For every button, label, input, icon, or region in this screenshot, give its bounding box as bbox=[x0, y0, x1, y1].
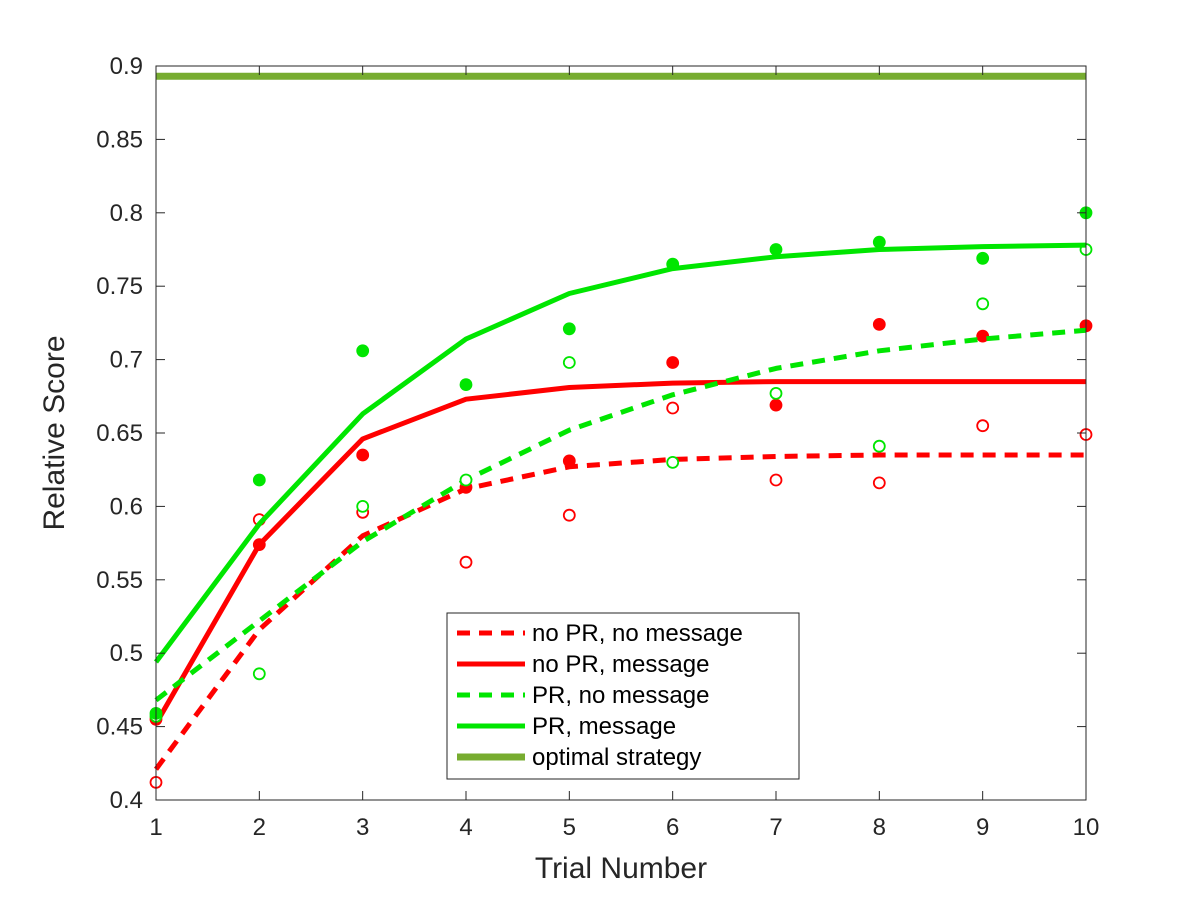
x-tick-label: 6 bbox=[666, 814, 679, 841]
y-tick-label: 0.55 bbox=[96, 567, 143, 594]
data-point bbox=[666, 356, 680, 369]
x-axis-title: Trial Number bbox=[535, 852, 707, 885]
y-tick-label: 0.8 bbox=[110, 200, 143, 227]
data-point bbox=[872, 476, 886, 490]
x-tick-label: 7 bbox=[769, 814, 782, 841]
data-point bbox=[562, 454, 576, 468]
x-tick-label: 8 bbox=[873, 814, 886, 841]
data-point bbox=[976, 419, 990, 433]
y-tick-label: 0.45 bbox=[96, 714, 143, 741]
legend-label: PR, message bbox=[532, 713, 676, 740]
data-point bbox=[562, 322, 576, 336]
data-point bbox=[252, 473, 266, 487]
data-point bbox=[769, 473, 783, 487]
x-tick-label: 3 bbox=[356, 814, 369, 841]
data-point bbox=[872, 439, 886, 453]
x-tick-label: 5 bbox=[563, 814, 576, 841]
legend-label: PR, no message bbox=[532, 682, 709, 709]
series-line-4 bbox=[153, 242, 1087, 664]
legend-label: optimal strategy bbox=[532, 744, 701, 771]
data-point bbox=[459, 473, 473, 487]
data-point bbox=[666, 401, 680, 415]
data-point bbox=[252, 538, 266, 551]
y-tick-label: 0.6 bbox=[110, 493, 143, 520]
data-point bbox=[252, 667, 266, 681]
data-point bbox=[769, 386, 783, 400]
data-point bbox=[356, 344, 370, 358]
legend-label: no PR, no message bbox=[532, 620, 743, 647]
data-point bbox=[769, 398, 783, 412]
x-tick-label: 10 bbox=[1073, 814, 1100, 841]
data-point bbox=[459, 555, 473, 569]
series-line-3 bbox=[154, 327, 1087, 703]
y-tick-label: 0.7 bbox=[110, 347, 143, 374]
y-tick-label: 0.75 bbox=[96, 273, 143, 300]
data-point bbox=[666, 455, 680, 469]
legend: no PR, no message no PR, message PR, no me… bbox=[446, 612, 800, 780]
data-point bbox=[769, 243, 783, 256]
data-point bbox=[356, 448, 370, 462]
data-point bbox=[976, 251, 990, 265]
series-line-1 bbox=[153, 452, 1086, 771]
y-tick-label: 0.9 bbox=[110, 53, 143, 80]
y-tick-label: 0.5 bbox=[110, 640, 143, 667]
y-axis-title: Relative Score bbox=[38, 335, 71, 530]
data-point bbox=[459, 378, 473, 392]
data-point bbox=[356, 499, 370, 513]
x-tick-label: 2 bbox=[253, 814, 266, 841]
legend-label: no PR, message bbox=[532, 651, 709, 678]
data-point bbox=[976, 297, 990, 311]
series-line-2 bbox=[153, 379, 1086, 725]
y-tick-label: 0.4 bbox=[110, 787, 143, 814]
x-tick-label: 9 bbox=[976, 814, 989, 841]
data-point bbox=[562, 508, 576, 522]
x-tick-label: 4 bbox=[459, 814, 472, 841]
y-tick-label: 0.85 bbox=[96, 126, 143, 153]
data-point bbox=[562, 356, 576, 369]
data-point bbox=[872, 235, 886, 249]
data-point bbox=[666, 257, 680, 271]
x-tick-label: 1 bbox=[149, 814, 162, 841]
axes: 1 2 3 4 5 6 7 8 9 10 0.4 0.45 0.5 0.55 0.6 0.65 0.7 0.75 0… bbox=[96, 53, 1099, 841]
y-tick-label: 0.65 bbox=[96, 420, 143, 447]
data-point bbox=[872, 317, 886, 331]
chart-marks bbox=[149, 72, 1093, 789]
